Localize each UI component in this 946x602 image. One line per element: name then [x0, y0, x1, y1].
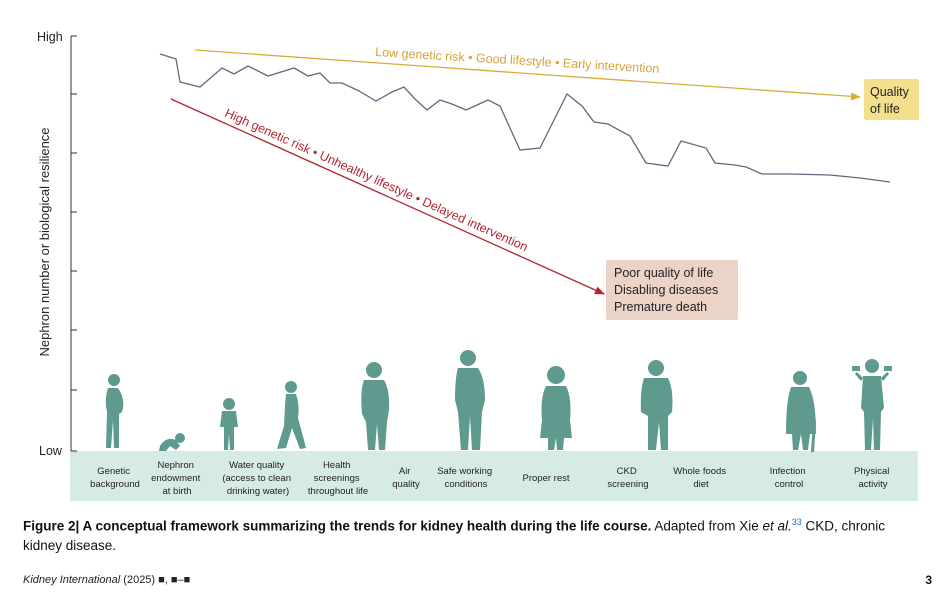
caption-separator: | [75, 518, 80, 534]
y-axis-low-label: Low [39, 444, 63, 458]
girl-walking-icon [277, 381, 306, 449]
bad-outcome-line-1: Poor quality of life [614, 266, 713, 280]
crawling-baby-icon [159, 433, 185, 451]
woman-resting-icon [540, 366, 572, 450]
poor-outcome-box: Poor quality of life Disabling diseases … [606, 260, 738, 320]
stage-label-physical-activity: Physical activity [854, 466, 892, 490]
caption-et-al: et al. [762, 518, 792, 534]
page-number: 3 [925, 573, 932, 587]
journal-name: Kidney International [23, 574, 121, 586]
y-axis [70, 35, 77, 452]
stage-labels: Genetic background Nephron endowment at … [90, 460, 892, 497]
y-axis-title: Nephron number or biological resilience [37, 127, 52, 356]
pregnant-woman-icon [105, 374, 124, 448]
caption-text-1: Adapted from Xie [651, 518, 763, 534]
older-man-icon [640, 360, 673, 450]
good-outcome-line-1: Quality [870, 85, 910, 99]
stage-label-water-quality: Water quality (access to clean drinking … [222, 460, 293, 497]
adult-icon [361, 362, 390, 450]
caption-reference[interactable]: 33 [791, 517, 802, 527]
journal-issue: (2025) ■, ■–■ [120, 574, 191, 586]
life-stage-band [70, 451, 918, 501]
worker-icon [455, 350, 485, 450]
stage-label-ckd-screening: CKD screening [607, 466, 648, 490]
caption-figure-label: Figure 2 [23, 518, 76, 534]
bad-outcome-line-2: Disabling diseases [614, 283, 718, 297]
toddler-icon [220, 398, 238, 450]
bad-path-label: High genetic risk • Unhealthy lifestyle … [223, 106, 530, 254]
life-course-figures [105, 350, 892, 452]
kidney-health-diagram: High Low Nephron number or biological re… [37, 30, 919, 501]
journal-citation: Kidney International (2025) ■, ■–■ [23, 574, 190, 586]
stage-label-nephron-endowment: Nephron endowment at birth [151, 460, 203, 497]
stage-label-air-quality: Air quality [392, 466, 420, 490]
caption-title: A conceptual framework summarizing the t… [79, 518, 652, 534]
stage-label-safe-working: Safe working conditions [437, 466, 495, 490]
quality-of-life-box: Quality of life [864, 79, 919, 120]
stage-label-whole-foods: Whole foods diet [673, 466, 728, 490]
caption-text-2: CKD, chronic kidney disease. [23, 518, 886, 553]
stage-label-infection-control: Infection control [770, 466, 809, 490]
stage-label-health-screenings: Health screenings throughout life [308, 460, 368, 497]
bad-path-arrow [170, 98, 605, 295]
stage-label-proper-rest: Proper rest [523, 473, 570, 484]
resilience-trend-line [159, 53, 891, 183]
athlete-with-dumbbells-icon [852, 359, 892, 450]
stage-label-genetic-background: Genetic background [90, 466, 140, 490]
good-path-label: Low genetic risk • Good lifestyle • Earl… [375, 45, 660, 76]
good-outcome-line-2: of life [870, 102, 900, 116]
bad-outcome-line-3: Premature death [614, 300, 707, 314]
figure-caption: Figure 2| A conceptual framework summari… [23, 513, 923, 555]
elderly-woman-icon [786, 371, 816, 452]
good-path-arrow [194, 49, 861, 101]
y-axis-high-label: High [37, 30, 63, 44]
